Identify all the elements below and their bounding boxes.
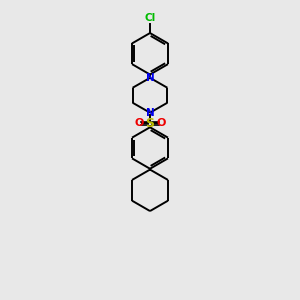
Text: N: N [146,108,154,118]
Text: S: S [146,117,154,130]
Text: Cl: Cl [144,13,156,22]
Text: O: O [134,118,143,128]
Text: N: N [146,73,154,83]
Text: O: O [157,118,166,128]
